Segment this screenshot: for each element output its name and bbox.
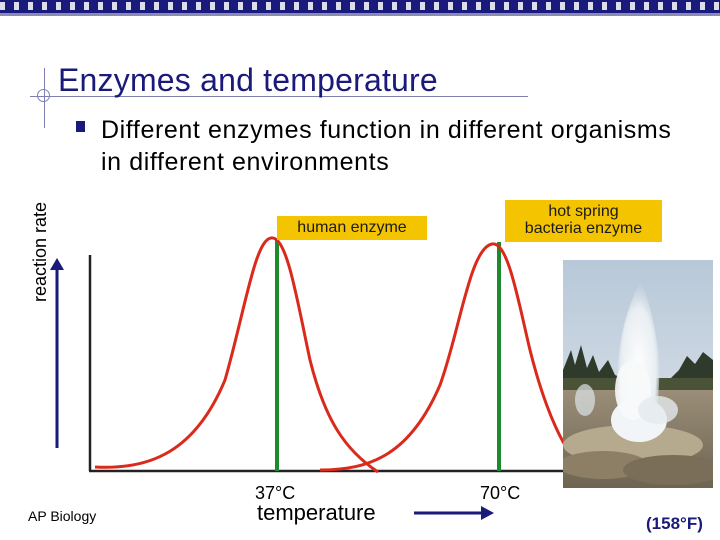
human-enzyme-curve <box>94 236 379 474</box>
geyser-photo <box>563 260 713 488</box>
bullet-square-icon <box>76 121 85 132</box>
y-axis-label: reaction rate <box>30 201 50 303</box>
hotspring-enzyme-label: hot spring bacteria enzyme <box>505 200 662 242</box>
y-axis-arrowhead <box>50 258 64 270</box>
human-optimum-temp: 37°C <box>255 483 296 503</box>
bullet-text: Different enzymes function in different … <box>101 116 672 176</box>
x-axis-arrowhead <box>481 506 494 520</box>
footer-text: AP Biology <box>28 508 97 524</box>
hotspring-enzyme-curve <box>319 242 586 472</box>
human-enzyme-label: human enzyme <box>277 216 427 240</box>
top-decorative-bar <box>0 0 720 18</box>
title-crosshair-circle <box>37 89 50 102</box>
x-axis-label: temperature <box>257 500 376 525</box>
title-underline <box>30 96 528 97</box>
slide-title: Enzymes and temperature <box>58 62 438 98</box>
hotspring-optimum-temp: 70°C <box>480 483 521 503</box>
fahrenheit-note: (158°F) <box>646 514 703 533</box>
title-area: Enzymes and temperature <box>30 58 530 128</box>
